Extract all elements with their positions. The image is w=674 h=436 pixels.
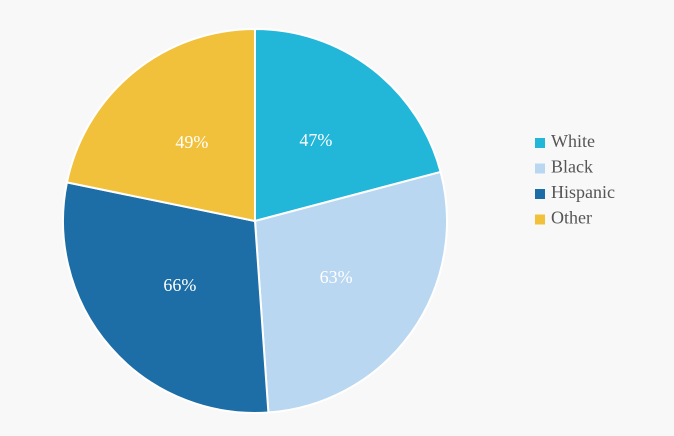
legend-swatch: [535, 138, 545, 148]
pie-slice: [253, 170, 448, 414]
legend-label: Other: [551, 208, 592, 228]
data-label: 49%: [175, 132, 208, 152]
legend-label: Black: [551, 157, 593, 177]
pie-slice: [62, 181, 270, 414]
legend-swatch: [535, 189, 545, 199]
legend-swatch: [535, 163, 545, 174]
data-label: 47%: [299, 130, 332, 150]
data-label: 66%: [163, 275, 196, 295]
data-label: 63%: [320, 267, 353, 287]
legend-swatch: [535, 214, 545, 225]
legend-label: Hispanic: [551, 182, 615, 202]
pie-slice: [65, 27, 256, 223]
legend-label: White: [551, 131, 595, 151]
pie-slice: [254, 27, 442, 223]
